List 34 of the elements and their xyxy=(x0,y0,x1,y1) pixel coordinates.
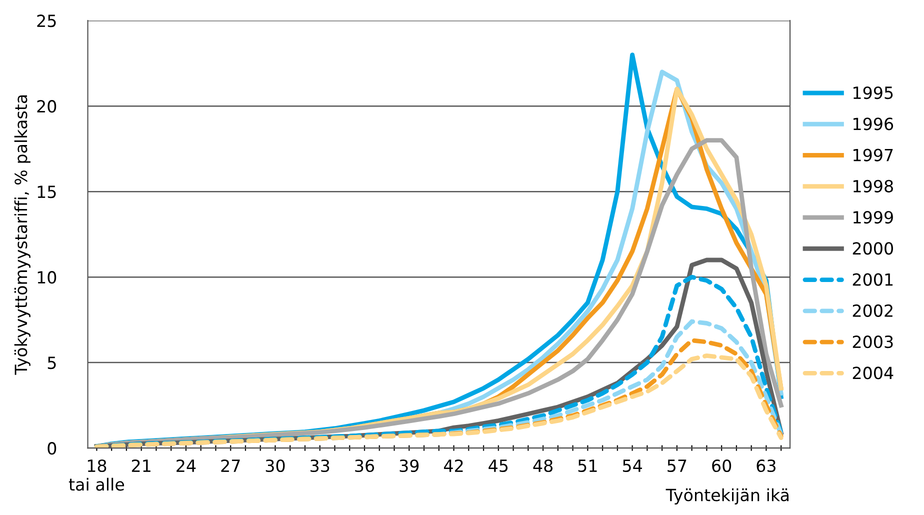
x-tick-label: 24 xyxy=(176,459,196,472)
x-tick-label: 30 xyxy=(266,459,285,472)
y-tick-label: 25 xyxy=(37,14,56,28)
legend-label: 2001 xyxy=(852,273,893,286)
legend-label: 1995 xyxy=(854,86,893,100)
x-tick-label: 39 xyxy=(400,459,419,472)
legend-label: 2003 xyxy=(852,336,893,348)
y-tick-label: 5 xyxy=(48,356,56,370)
legend-label: 2002 xyxy=(852,304,892,317)
legend-label: 1997 xyxy=(854,148,893,162)
y-tick-label: 10 xyxy=(38,271,56,284)
legend-label: 2004 xyxy=(852,366,894,380)
x-tick-label: 42 xyxy=(444,459,463,472)
x-tick-label: 63 xyxy=(756,459,776,472)
x-tick-label: 57 xyxy=(668,460,686,472)
y-axis-title: Työkyvyttömyystariffi, % palkasta xyxy=(14,95,30,375)
x-tick-label: 45 xyxy=(488,460,508,472)
x-tick-label: 33 xyxy=(310,459,330,472)
x-axis-title: Työntekijän ikä xyxy=(666,488,789,505)
x-tick-label: 36 xyxy=(355,459,374,472)
x-tick-label: 60 xyxy=(712,459,732,472)
legend-label: 1998 xyxy=(854,180,893,192)
y-tick-label: 15 xyxy=(38,186,56,198)
x-tick-label: 21 xyxy=(132,459,150,472)
x-tick-label: 48 xyxy=(533,459,553,472)
legend-label: 1999 xyxy=(854,210,893,224)
x-tick-label: 54 xyxy=(622,460,642,472)
legend-label: 1996 xyxy=(854,118,894,130)
x-tick-label: 18 tai alle xyxy=(68,459,124,491)
x-tick-label: 27 xyxy=(221,459,240,472)
y-tick-label: 20 xyxy=(37,100,56,113)
x-tick-label: 51 xyxy=(578,460,597,472)
y-tick-label: 0 xyxy=(48,442,56,455)
legend-label: 2000 xyxy=(852,242,893,255)
